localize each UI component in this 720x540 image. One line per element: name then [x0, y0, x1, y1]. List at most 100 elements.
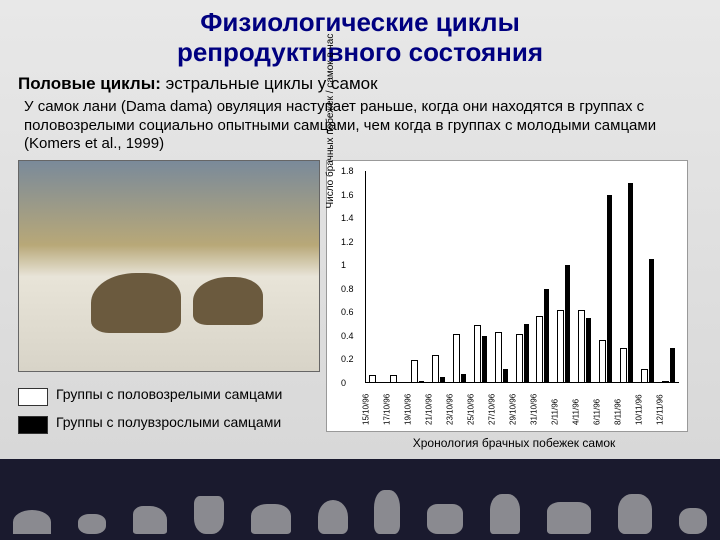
bar-group: 17/10/96	[386, 171, 407, 383]
bar-group: 10/11/96	[637, 171, 658, 383]
y-tick: 0	[341, 378, 346, 388]
x-tick: 23/10/96	[446, 394, 455, 425]
bar-group: 31/10/96	[533, 171, 554, 383]
bar-white	[536, 316, 543, 383]
bar-white	[662, 381, 669, 383]
bar-white	[599, 340, 606, 383]
animal-icon	[133, 506, 167, 534]
x-tick: 21/10/96	[425, 394, 434, 425]
x-tick: 10/11/96	[634, 394, 643, 425]
bar-black	[586, 318, 591, 383]
animal-icon	[618, 494, 652, 534]
x-tick: 19/10/96	[404, 394, 413, 425]
x-tick: 27/10/96	[488, 394, 497, 425]
x-tick: 6/11/96	[592, 399, 601, 425]
bar-group: 27/10/96	[491, 171, 512, 383]
bar-white	[641, 369, 648, 383]
x-tick: 8/11/96	[613, 399, 622, 425]
x-tick: 17/10/96	[383, 394, 392, 425]
animal-icon	[78, 514, 106, 534]
bar-group: 6/11/96	[595, 171, 616, 383]
bar-black	[440, 377, 445, 383]
y-tick: 0.8	[341, 284, 354, 294]
bar-group: 19/10/96	[407, 171, 428, 383]
x-tick: 2/11/96	[550, 399, 559, 425]
bar-black	[628, 183, 633, 383]
animal-icon	[547, 502, 591, 534]
bar-black	[419, 381, 424, 383]
bar-black	[461, 374, 466, 383]
bar-white	[620, 348, 627, 383]
bar-group: 8/11/96	[616, 171, 637, 383]
x-tick: 29/10/96	[509, 394, 518, 425]
subtitle-rest: эстральные циклы у самок	[161, 74, 378, 93]
plot-area: 00.20.40.60.811.21.41.61.815/10/9617/10/…	[365, 171, 679, 383]
bar-white	[578, 310, 585, 383]
bar-group: 2/11/96	[553, 171, 574, 383]
bar-white	[369, 375, 376, 383]
bar-group: 25/10/96	[470, 171, 491, 383]
bar-black	[565, 265, 570, 383]
y-tick: 1.2	[341, 237, 354, 247]
y-axis-label: Число брачных побежек / самок в час	[325, 34, 336, 209]
bar-white	[557, 310, 564, 383]
animal-icon	[490, 494, 520, 534]
bar-white	[453, 334, 460, 383]
animal-icon	[251, 504, 291, 534]
y-tick: 1.4	[341, 213, 354, 223]
bar-white	[474, 325, 481, 384]
bar-group: 4/11/96	[574, 171, 595, 383]
animal-icon	[427, 504, 463, 534]
y-tick: 0.2	[341, 354, 354, 364]
subtitle: Половые циклы: эстральные циклы у самок	[0, 68, 720, 96]
slide-title: Физиологические циклы репродуктивного со…	[0, 0, 720, 68]
x-tick: 25/10/96	[467, 394, 476, 425]
legend-item: Группы с половозрелыми самцами	[18, 386, 318, 406]
legend-swatch-black	[18, 416, 48, 434]
bar-black	[482, 336, 487, 383]
deer-silhouette	[91, 273, 181, 333]
bar-chart: Число брачных побежек / самок в час 00.2…	[326, 160, 688, 432]
legend: Группы с половозрелыми самцами Группы с …	[18, 386, 318, 434]
chart-caption: Хронология брачных побежек самок	[326, 436, 702, 450]
content-row: Группы с половозрелыми самцами Группы с …	[0, 160, 720, 450]
bar-group: 29/10/96	[512, 171, 533, 383]
bars: 15/10/9617/10/9619/10/9621/10/9623/10/96…	[365, 171, 679, 383]
bar-white	[411, 360, 418, 383]
bar-black	[524, 324, 529, 383]
bar-white	[432, 355, 439, 383]
y-tick: 1.8	[341, 166, 354, 176]
animal-icon	[13, 510, 51, 534]
animal-icon	[318, 500, 348, 534]
animal-icon	[194, 496, 224, 534]
bar-white	[390, 375, 397, 383]
title-line1: Физиологические циклы	[200, 7, 520, 37]
x-tick: 4/11/96	[571, 399, 580, 425]
bar-group: 12/11/96	[658, 171, 679, 383]
x-tick: 15/10/96	[362, 394, 371, 425]
bar-black	[607, 195, 612, 383]
deer-silhouette	[193, 277, 263, 325]
y-tick: 0.6	[341, 307, 354, 317]
bar-black	[503, 369, 508, 383]
legend-item: Группы с полувзрослыми самцами	[18, 414, 318, 434]
legend-label-black: Группы с полувзрослыми самцами	[56, 414, 281, 431]
bar-group: 21/10/96	[428, 171, 449, 383]
bar-black	[649, 259, 654, 383]
bar-white	[516, 334, 523, 383]
bar-group: 15/10/96	[365, 171, 386, 383]
chart-column: Число брачных побежек / самок в час 00.2…	[326, 160, 702, 450]
body-text: У самок лани (Dama dama) овуляция наступ…	[0, 96, 720, 160]
bar-black	[544, 289, 549, 383]
y-tick: 1.6	[341, 190, 354, 200]
bar-white	[495, 332, 502, 383]
y-tick: 0.4	[341, 331, 354, 341]
x-tick: 31/10/96	[529, 394, 538, 425]
bar-black	[670, 348, 675, 383]
y-tick: 1	[341, 260, 346, 270]
footer-silhouettes	[0, 480, 720, 534]
deer-photo	[18, 160, 320, 372]
animal-icon	[679, 508, 707, 534]
left-column: Группы с половозрелыми самцами Группы с …	[18, 160, 318, 450]
animal-icon	[374, 490, 400, 534]
